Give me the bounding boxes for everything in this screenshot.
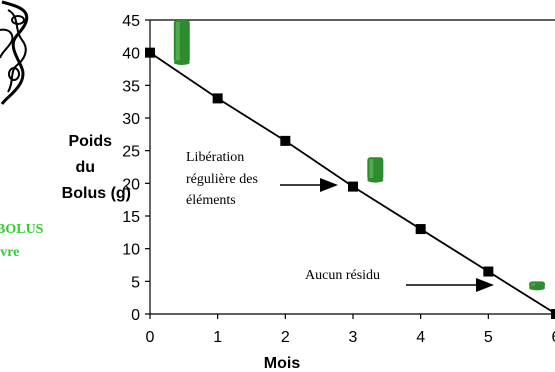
- bolus-icons: [173, 20, 546, 291]
- annotation-no-residue: Aucun résidu: [305, 268, 494, 292]
- y-axis-title-line: du: [75, 159, 95, 176]
- x-axis-title: Mois: [264, 355, 301, 372]
- y-tick-label: 35: [122, 78, 140, 95]
- x-ticks: 0 1 2 3 4 5 6: [146, 314, 555, 346]
- y-tick-label: 20: [122, 176, 140, 193]
- annotation-arrowhead: [476, 278, 494, 292]
- y-tick-label: 25: [122, 144, 140, 161]
- y-tick-label: 0: [131, 307, 140, 324]
- annotation-line: Libération: [186, 150, 244, 165]
- x-tick-label: 0: [146, 329, 155, 346]
- data-point-marker: [483, 266, 494, 277]
- x-tick-label: 4: [416, 329, 425, 346]
- side-note-line: BOLUS: [0, 222, 44, 237]
- annotation-line: éléments: [186, 193, 236, 208]
- x-tick-label: 6: [552, 329, 555, 346]
- y-axis-title-line: Poids: [68, 133, 112, 150]
- y-axis-title: Poids du Bolus (g): [62, 133, 131, 202]
- x-tick-label: 1: [213, 329, 222, 346]
- y-tick-label: 5: [131, 274, 140, 291]
- y-tick-label: 10: [122, 242, 140, 259]
- x-tick-label: 2: [281, 329, 290, 346]
- data-point-marker: [145, 47, 155, 58]
- y-tick-label: 30: [122, 111, 140, 128]
- y-ticks: 0 5 10 15 20 25 30 35 40 45: [122, 13, 150, 324]
- bolus-icon: [529, 281, 546, 291]
- sketch-fragment-decoration: [0, 0, 29, 105]
- annotation-line: Aucun résidu: [305, 268, 380, 283]
- data-point-marker: [348, 181, 358, 192]
- x-tick-label: 3: [349, 329, 358, 346]
- x-tick-label: 5: [484, 329, 493, 346]
- data-point-marker: [415, 224, 426, 235]
- side-note-line: evre: [0, 245, 19, 260]
- y-tick-label: 40: [122, 46, 140, 63]
- annotation-arrowhead: [320, 178, 338, 192]
- y-tick-label: 15: [122, 209, 140, 226]
- y-axis-title-line: Bolus (g): [62, 185, 131, 202]
- series-markers: [145, 47, 555, 319]
- y-tick-label: 45: [122, 13, 140, 30]
- annotation-line: régulière des: [186, 172, 258, 187]
- bolus-icon: [367, 157, 384, 183]
- data-point-marker: [212, 93, 223, 104]
- data-point-marker: [551, 309, 555, 319]
- annotation-release: Libération régulière des éléments: [186, 150, 338, 208]
- side-note: BOLUS evre: [0, 222, 44, 260]
- data-point-marker: [280, 135, 291, 146]
- bolus-icon: [173, 20, 190, 65]
